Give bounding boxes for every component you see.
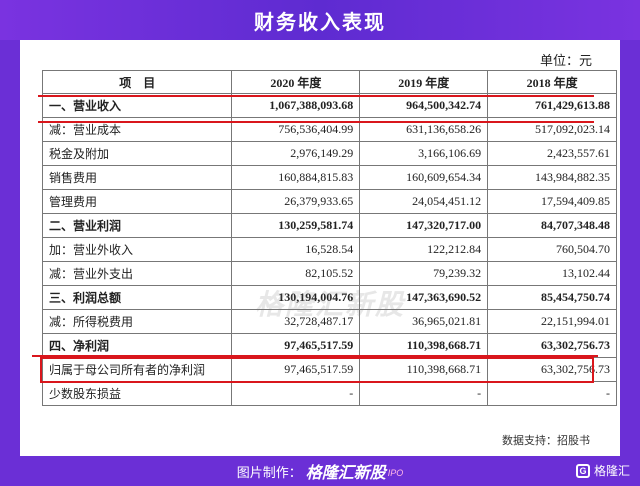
column-header-2020: 2020 年度 — [231, 70, 361, 94]
table-row: 一、营业收入 1,067,388,093.68 964,500,342.74 761,… — [41, 93, 617, 118]
table-row: 税金及附加 2,976,149.29 3,166,106.69 2,423,557.6… — [41, 141, 617, 166]
row-label: 一、营业收入 — [41, 93, 233, 118]
value-2018: 22,151,994.01 — [487, 309, 617, 334]
table-row: 二、营业利润 130,259,581.74 147,320,717.00 84,707… — [41, 213, 617, 238]
value-2020: 2,976,149.29 — [231, 141, 361, 166]
value-2019: 964,500,342.74 — [359, 93, 489, 118]
value-2019: 36,965,021.81 — [359, 309, 489, 334]
value-2019: 24,054,451.12 — [359, 189, 489, 214]
value-2018: - — [487, 381, 617, 406]
brand-name: 格隆汇新股 — [305, 465, 386, 482]
column-header-item: 项 目 — [41, 70, 233, 94]
row-label: 少数股东损益 — [41, 381, 233, 406]
footer-credit: 图片制作： 格隆汇新股 IPO — [0, 456, 640, 486]
table-row: 四、净利润 97,465,517.59 110,398,668.71 63,302,7… — [41, 333, 617, 358]
value-2020: 97,465,517.59 — [231, 357, 361, 382]
table-body: 一、营业收入 1,067,388,093.68 964,500,342.74 761,… — [41, 93, 617, 406]
row-label: 减：营业外支出 — [41, 261, 233, 286]
value-2019: - — [359, 381, 489, 406]
row-label: 税金及附加 — [41, 141, 233, 166]
value-2018: 2,423,557.61 — [487, 141, 617, 166]
row-label: 减：所得税费用 — [41, 309, 233, 334]
value-2020: 16,528.54 — [231, 237, 361, 262]
value-2018: 760,504.70 — [487, 237, 617, 262]
value-2019: 160,609,654.34 — [359, 165, 489, 190]
value-2019: 147,320,717.00 — [359, 213, 489, 238]
row-label: 二、营业利润 — [41, 213, 233, 238]
table-row: 管理费用 26,379,933.65 24,054,451.12 17,594,409… — [41, 189, 617, 214]
table-row: 销售费用 160,884,815.83 160,609,654.34 143,984,… — [41, 165, 617, 190]
value-2020: 160,884,815.83 — [231, 165, 361, 190]
value-2020: 97,465,517.59 — [231, 333, 361, 358]
table-row: 减：所得税费用 32,728,487.17 36,965,021.81 22,151,… — [41, 309, 617, 334]
value-2018: 84,707,348.48 — [487, 213, 617, 238]
unit-label: 单位：元 — [539, 53, 592, 68]
value-2019: 147,363,690.52 — [359, 285, 489, 310]
value-2018: 17,594,409.85 — [487, 189, 617, 214]
value-2018: 85,454,750.74 — [487, 285, 617, 310]
footer-logo: G 格隆汇 — [575, 462, 630, 479]
statement-card: 单位：元 项 目 2020 年度 2019 年度 2018 年度 一、营业收入 1… — [20, 40, 620, 456]
highlight-line-netprofit-top — [32, 355, 598, 357]
value-2018: 761,429,613.88 — [487, 93, 617, 118]
value-2020: 82,105.52 — [231, 261, 361, 286]
logo-mark-icon: G — [575, 463, 590, 478]
row-label: 三、利润总额 — [41, 285, 233, 310]
row-label: 加：营业外收入 — [41, 237, 233, 262]
brand-suffix: IPO — [387, 468, 404, 478]
table-header-row: 项 目 2020 年度 2019 年度 2018 年度 — [41, 70, 617, 94]
value-2018: 143,984,882.35 — [487, 165, 617, 190]
value-2020: - — [231, 381, 361, 406]
table-row: 减：营业外支出 82,105.52 79,239.32 13,102.44 — [41, 261, 617, 286]
value-2018: 13,102.44 — [487, 261, 617, 286]
column-header-2018: 2018 年度 — [487, 70, 617, 94]
column-header-2019: 2019 年度 — [359, 70, 489, 94]
row-label: 销售费用 — [41, 165, 233, 190]
table-row: 少数股东损益 - - - — [41, 381, 617, 406]
highlight-line-revenue-bottom — [38, 121, 594, 123]
title-bar: 财务收入表现 — [0, 0, 640, 40]
income-statement-table: 项 目 2020 年度 2019 年度 2018 年度 一、营业收入 1,067,… — [41, 70, 617, 406]
credit-label: 图片制作： — [236, 464, 302, 480]
value-2020: 1,067,388,093.68 — [231, 93, 361, 118]
value-2020: 130,259,581.74 — [231, 213, 361, 238]
page-title: 财务收入表现 — [254, 11, 386, 34]
value-2019: 110,398,668.71 — [359, 333, 489, 358]
highlight-box-net-profit — [40, 357, 594, 383]
value-2019: 3,166,106.69 — [359, 141, 489, 166]
watermark: 格隆汇新股 — [255, 289, 406, 320]
row-label: 四、净利润 — [41, 333, 233, 358]
highlight-line-revenue-top — [38, 95, 594, 97]
value-2019: 110,398,668.71 — [359, 357, 489, 382]
value-2019: 122,212.84 — [359, 237, 489, 262]
value-2019: 79,239.32 — [359, 261, 489, 286]
data-source: 数据支持：招股书 — [502, 435, 590, 447]
value-2020: 26,379,933.65 — [231, 189, 361, 214]
row-label: 管理费用 — [41, 189, 233, 214]
table-row: 归属于母公司所有者的净利润 97,465,517.59 110,398,668.71… — [41, 357, 617, 382]
table-row: 加：营业外收入 16,528.54 122,212.84 760,504.70 — [41, 237, 617, 262]
logo-text: 格隆汇 — [593, 464, 630, 478]
value-2018: 63,302,756.73 — [487, 333, 617, 358]
value-2020: 130,194,004.76 — [231, 285, 361, 310]
